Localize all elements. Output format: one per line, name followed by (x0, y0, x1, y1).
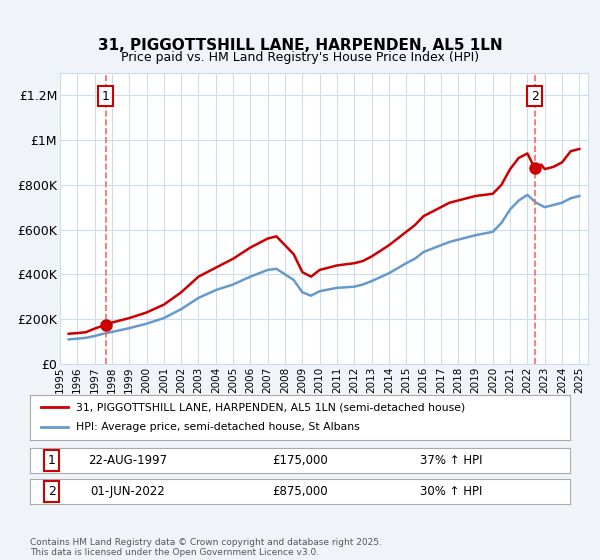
Text: 22-AUG-1997: 22-AUG-1997 (88, 454, 167, 467)
Text: 2: 2 (531, 90, 539, 102)
Text: 2: 2 (47, 485, 56, 498)
Text: 30% ↑ HPI: 30% ↑ HPI (420, 485, 482, 498)
Text: 31, PIGGOTTSHILL LANE, HARPENDEN, AL5 1LN (semi-detached house): 31, PIGGOTTSHILL LANE, HARPENDEN, AL5 1L… (76, 402, 465, 412)
Text: 31, PIGGOTTSHILL LANE, HARPENDEN, AL5 1LN: 31, PIGGOTTSHILL LANE, HARPENDEN, AL5 1L… (98, 38, 502, 53)
Text: 37% ↑ HPI: 37% ↑ HPI (420, 454, 482, 467)
Text: Price paid vs. HM Land Registry's House Price Index (HPI): Price paid vs. HM Land Registry's House … (121, 52, 479, 64)
Text: 1: 1 (102, 90, 110, 102)
Text: 01-JUN-2022: 01-JUN-2022 (90, 485, 164, 498)
Text: 1: 1 (47, 454, 56, 467)
Text: £175,000: £175,000 (272, 454, 328, 467)
Text: Contains HM Land Registry data © Crown copyright and database right 2025.
This d: Contains HM Land Registry data © Crown c… (30, 538, 382, 557)
Text: £875,000: £875,000 (272, 485, 328, 498)
Text: HPI: Average price, semi-detached house, St Albans: HPI: Average price, semi-detached house,… (76, 422, 359, 432)
